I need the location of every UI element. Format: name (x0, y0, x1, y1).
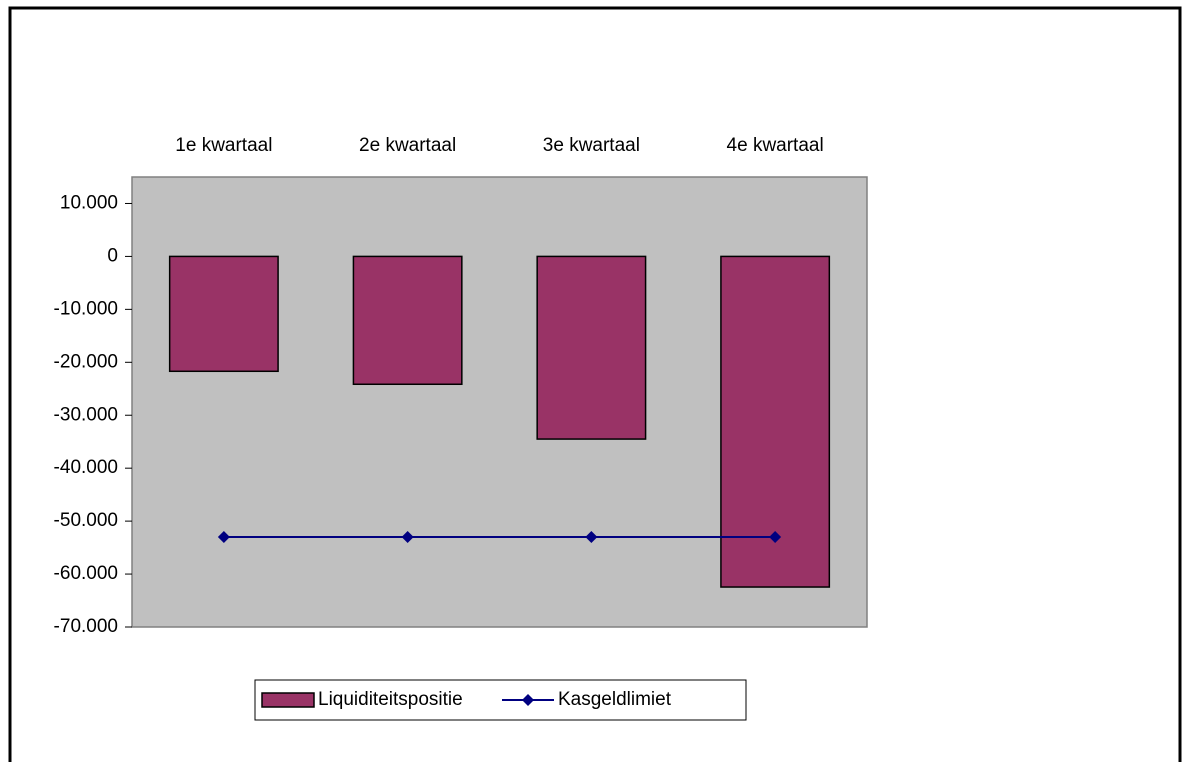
x-tick-label: 2e kwartaal (359, 135, 456, 156)
x-tick-label: 4e kwartaal (727, 135, 824, 156)
legend-label: Kasgeldlimiet (558, 689, 672, 710)
y-tick-label: -70.000 (54, 616, 118, 637)
y-tick-label: -30.000 (54, 404, 118, 425)
y-tick-label: -40.000 (54, 457, 118, 478)
marker (769, 531, 782, 543)
marker (401, 531, 414, 543)
legend-swatch (261, 692, 315, 708)
bar (168, 255, 279, 373)
y-tick-label: 10.000 (60, 192, 118, 213)
x-tick-label: 1e kwartaal (175, 135, 272, 156)
y-tick-label: -60.000 (54, 563, 118, 584)
marker (217, 531, 230, 543)
bar (352, 255, 463, 386)
y-tick-label: -20.000 (54, 351, 118, 372)
x-tick-label: 3e kwartaal (543, 135, 640, 156)
y-tick-label: -50.000 (54, 510, 118, 531)
bar (536, 255, 647, 440)
y-tick-label: -10.000 (54, 298, 118, 319)
legend-box (254, 679, 747, 721)
y-tick-label: 0 (107, 245, 118, 266)
marker (585, 531, 598, 543)
legend-marker (522, 694, 534, 706)
legend-label: Liquiditeitspositie (318, 689, 463, 710)
